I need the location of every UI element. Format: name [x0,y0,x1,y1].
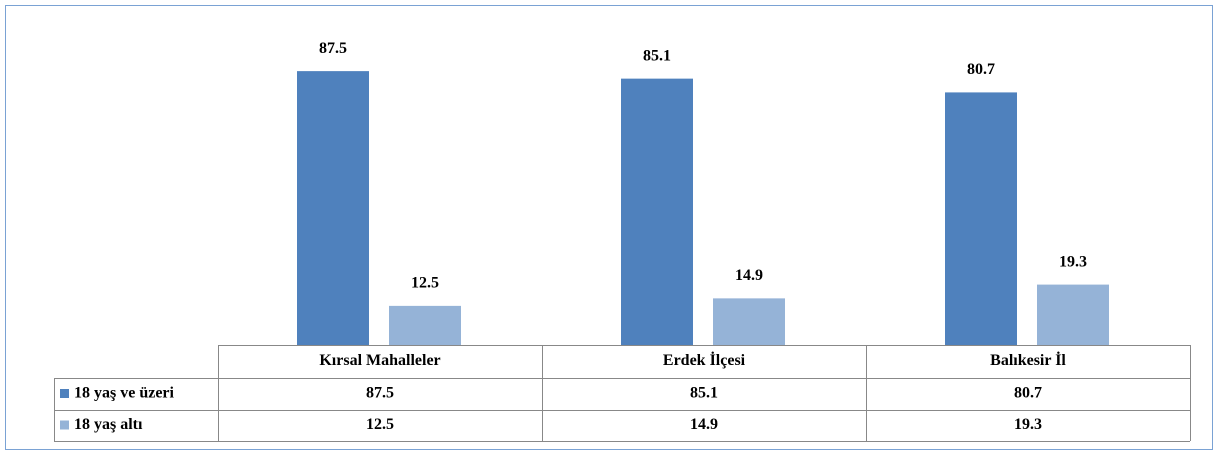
data-label: 14.9 [735,267,763,284]
table-value: 87.5 [366,385,394,402]
x-tick-label: Kırsal Mahalleler [319,352,440,369]
table-value: 12.5 [366,416,394,433]
data-label: 80.7 [967,61,995,78]
bar [945,92,1017,345]
data-label: 87.5 [319,40,347,57]
data-label: 19.3 [1059,253,1087,270]
bar [297,71,369,345]
chart-border [5,5,1213,450]
table-value: 85.1 [690,385,718,402]
bar [1037,284,1109,345]
legend-swatch [60,420,69,430]
table-value: 19.3 [1014,416,1042,433]
bar [713,298,785,345]
legend-label: 18 yaş altı [74,416,143,433]
table-value: 80.7 [1014,385,1042,402]
x-tick-label: Erdek İlçesi [663,350,746,369]
bar [621,78,693,346]
bar [389,305,461,345]
data-label: 85.1 [643,47,671,64]
legend-swatch [60,389,69,398]
table-value: 14.9 [690,416,718,433]
legend-label: 18 yaş ve üzeri [74,385,175,402]
x-tick-label: Balıkesir İl [990,350,1066,369]
data-label: 12.5 [411,275,439,292]
